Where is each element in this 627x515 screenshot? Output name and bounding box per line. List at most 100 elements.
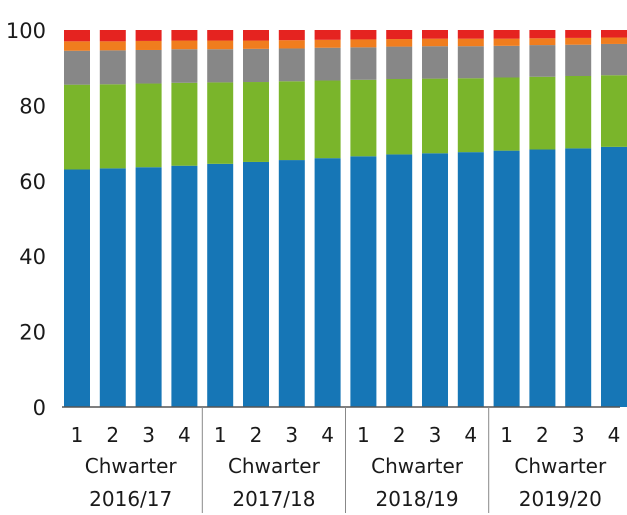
stacked-bar — [350, 30, 377, 407]
bar-segment-4 — [350, 30, 377, 40]
bar-segment-4 — [64, 30, 90, 42]
bar-segment-1 — [171, 82, 198, 166]
bar-segment-3 — [64, 41, 90, 51]
bar-segment-3 — [171, 40, 198, 50]
stacked-bar — [314, 30, 341, 407]
bar-segment-2 — [135, 49, 162, 84]
bar-segment-0 — [493, 150, 520, 407]
bar-segment-2 — [171, 49, 198, 83]
bar-segment-1 — [529, 76, 556, 150]
bar-segment-1 — [422, 78, 448, 154]
bar-segment-0 — [565, 148, 592, 408]
bar-segment-3 — [601, 37, 627, 44]
bar-segment-2 — [529, 45, 556, 77]
bar-segment-0 — [601, 146, 627, 407]
stacked-bar — [422, 30, 448, 407]
bar-segment-4 — [207, 30, 234, 41]
bar-segment-0 — [350, 156, 377, 407]
bar-segment-2 — [207, 49, 234, 83]
quarter-tick-label: 4 — [321, 423, 334, 447]
bar-segment-0 — [171, 165, 198, 407]
bar-segment-0 — [243, 161, 269, 407]
bar-segment-2 — [278, 48, 305, 82]
quarter-tick-label: 3 — [142, 423, 155, 447]
bar-segment-4 — [386, 30, 413, 40]
bar-segment-1 — [99, 84, 126, 169]
quarter-tick-label: 1 — [500, 423, 513, 447]
bar-segment-4 — [601, 30, 627, 38]
bar-segment-3 — [278, 40, 305, 49]
bar-segment-0 — [529, 149, 556, 407]
bar-segment-1 — [135, 83, 162, 168]
bar-segment-4 — [457, 30, 484, 39]
quarter-tick-label: 2 — [536, 423, 549, 447]
stacked-bar — [278, 30, 305, 407]
bar-segment-4 — [422, 30, 448, 39]
bar-segment-3 — [493, 38, 520, 46]
stacked-bar — [386, 30, 413, 407]
bar-segment-1 — [243, 82, 269, 162]
bar-segment-2 — [64, 50, 90, 85]
bar-segment-1 — [493, 77, 520, 151]
y-axis: 0 20 40 60 80 100 — [6, 19, 46, 420]
stacked-bar — [64, 30, 90, 407]
quarter-tick-label: 1 — [357, 423, 370, 447]
bar-segment-0 — [64, 169, 90, 407]
bar-segment-4 — [493, 30, 520, 39]
stacked-bar — [565, 30, 592, 408]
stacked-bar — [207, 30, 234, 407]
quarter-tick-label: 4 — [464, 423, 477, 447]
bar-segment-2 — [493, 45, 520, 78]
bar-segment-2 — [386, 46, 413, 80]
bar-segment-3 — [457, 38, 484, 47]
bar-segment-0 — [457, 152, 484, 407]
bar-segment-3 — [99, 41, 126, 51]
bar-segment-2 — [422, 46, 448, 79]
bar-segment-4 — [99, 30, 126, 42]
bar-segment-3 — [350, 39, 377, 48]
stacked-bar — [243, 30, 269, 407]
y-tick-label: 20 — [19, 321, 46, 345]
bar-segment-3 — [529, 38, 556, 46]
bar-segment-1 — [386, 79, 413, 155]
stacked-bar — [457, 30, 484, 407]
quarter-tick-label: 3 — [572, 423, 585, 447]
quarter-tick-label: 1 — [71, 423, 84, 447]
bar-segment-3 — [565, 37, 592, 45]
bar-segment-0 — [386, 154, 413, 407]
bar-segment-2 — [457, 46, 484, 79]
bar-segment-4 — [565, 30, 592, 38]
stacked-bar — [99, 30, 126, 407]
quarter-tick-label: 1 — [214, 423, 227, 447]
bar-segment-3 — [386, 39, 413, 47]
bar-segment-4 — [243, 30, 269, 41]
bar-segment-3 — [422, 38, 448, 47]
stacked-bar — [493, 30, 520, 407]
bar-segment-0 — [207, 163, 234, 407]
quarter-tick-label: 4 — [178, 423, 191, 447]
year-group-label: 2016/17 — [89, 487, 172, 511]
bar-segment-1 — [601, 75, 627, 147]
bar-segment-2 — [314, 47, 341, 81]
bars — [64, 30, 627, 408]
bar-segment-3 — [135, 40, 162, 50]
bar-segment-4 — [171, 30, 198, 41]
bar-segment-0 — [99, 168, 126, 407]
bar-segment-0 — [135, 167, 162, 407]
bar-segment-1 — [350, 79, 377, 157]
year-group-label: 2017/18 — [232, 487, 315, 511]
bar-segment-4 — [278, 30, 305, 41]
bar-segment-0 — [278, 160, 305, 407]
bar-segment-1 — [278, 81, 305, 161]
bar-segment-2 — [565, 44, 592, 76]
stacked-bar — [171, 30, 198, 407]
quarter-tick-label: 4 — [608, 423, 621, 447]
quarter-word-label: Chwarter — [228, 454, 321, 478]
quarter-tick-label: 2 — [250, 423, 263, 447]
y-tick-label: 100 — [6, 19, 46, 43]
stacked-bar — [135, 30, 162, 407]
quarter-word-label: Chwarter — [371, 454, 464, 478]
bar-segment-2 — [99, 50, 126, 85]
